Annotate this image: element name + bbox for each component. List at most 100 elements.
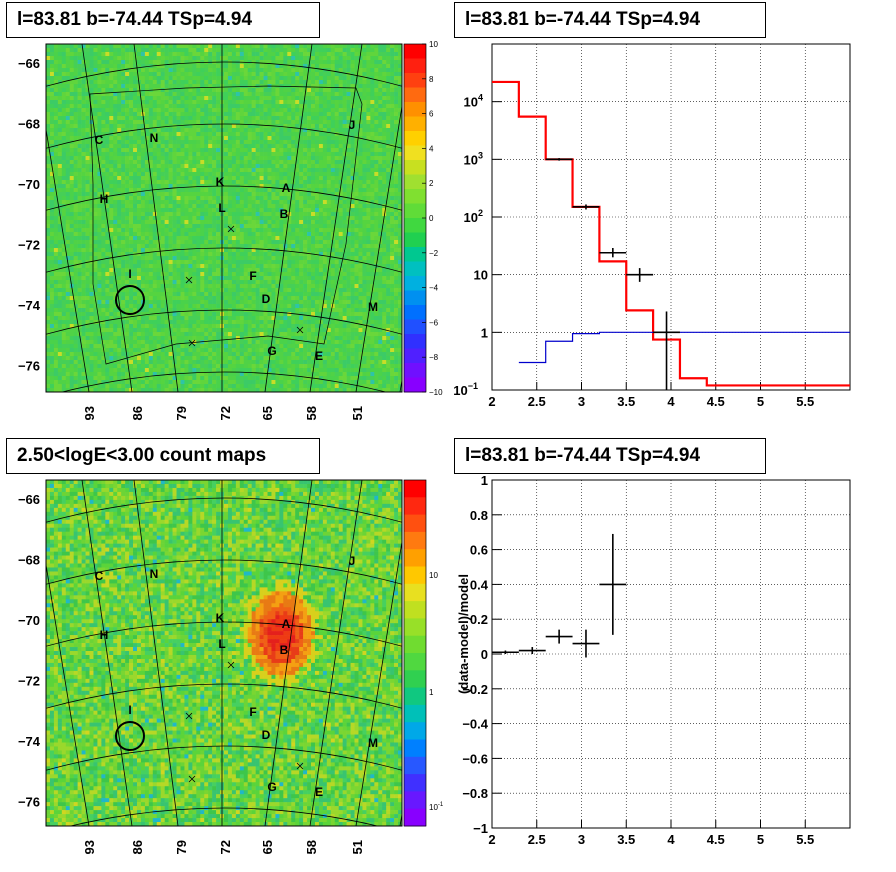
y-tick-label: 0.6 bbox=[470, 543, 488, 558]
colorbar-tick: −4 bbox=[429, 284, 439, 293]
x-tick-label: 3 bbox=[578, 394, 585, 409]
source-cross bbox=[227, 661, 235, 669]
y-tick-label: −72 bbox=[18, 238, 40, 253]
colorbar-frame bbox=[403, 479, 427, 827]
x-tick-label: 51 bbox=[350, 406, 365, 420]
y-tick-label: 102 bbox=[464, 208, 483, 225]
y-tick-label: 10 bbox=[474, 268, 488, 283]
y-tick-label: −74 bbox=[18, 734, 41, 749]
y-tick-label: −66 bbox=[18, 492, 40, 507]
y-tick-label: 1 bbox=[481, 325, 488, 340]
source-label-M: M bbox=[368, 736, 378, 750]
y-tick-label: 103 bbox=[464, 150, 483, 167]
x-tick-label: 58 bbox=[304, 840, 319, 854]
source-label-H: H bbox=[100, 192, 109, 206]
x-tick-label: 5 bbox=[757, 832, 764, 847]
source-label-L: L bbox=[218, 637, 225, 651]
y-tick-label: −68 bbox=[18, 117, 40, 132]
source-label-K: K bbox=[216, 175, 225, 189]
x-tick-label: 2.5 bbox=[528, 832, 546, 847]
x-tick-label: 3 bbox=[578, 832, 585, 847]
residual-plot: 2 2.5 3 3.5 4 4.5 5 5.5 1 0.8 0.6 0.4 0.2 0 −0.2 −0.4 −0… bbox=[456, 473, 851, 847]
map-frame bbox=[45, 43, 403, 393]
source-circle bbox=[115, 721, 145, 751]
source-cross bbox=[185, 712, 193, 720]
source-cross bbox=[185, 276, 193, 284]
x-tick-label: 51 bbox=[350, 840, 365, 854]
x-tick-label: 65 bbox=[260, 840, 275, 854]
x-tick-label: 86 bbox=[130, 406, 145, 420]
y-tick-label: 0.4 bbox=[470, 577, 489, 592]
series-line-1 bbox=[518, 331, 850, 364]
panel-title-tr: l=83.81 b=-74.44 TSp=4.94 bbox=[454, 2, 766, 38]
count-map: J C N K A H L B I FD M G E 93 86 79 72 65 58 51 −66 −68 −70 −72… bbox=[18, 479, 403, 854]
source-label-B: B bbox=[280, 207, 289, 221]
colorbar-tick: 8 bbox=[429, 75, 434, 84]
colorbar-tick: 1 bbox=[429, 688, 434, 697]
x-tick-label: 3.5 bbox=[617, 394, 635, 409]
source-label-A: A bbox=[282, 181, 291, 195]
source-label-N: N bbox=[150, 567, 159, 581]
source-label-I: I bbox=[128, 703, 131, 717]
y-tick-label: −1 bbox=[473, 821, 488, 836]
source-label-K: K bbox=[216, 611, 225, 625]
source-label-F: F bbox=[249, 269, 256, 283]
count-colorbar: 10 1 10-1 bbox=[403, 479, 444, 827]
x-tick-label: 93 bbox=[82, 840, 97, 854]
colorbar-tick: 4 bbox=[429, 144, 434, 153]
y-tick-label: −0.6 bbox=[462, 751, 488, 766]
panel-title-tl: l=83.81 b=-74.44 TSp=4.94 bbox=[6, 2, 320, 38]
y-tick-label: −0.8 bbox=[462, 786, 488, 801]
colorbar-tick: 10 bbox=[429, 571, 438, 580]
source-label-E: E bbox=[315, 785, 323, 799]
y-axis-label: (data-model)/model bbox=[456, 574, 471, 694]
source-label-B: B bbox=[280, 643, 289, 657]
x-tick-label: 79 bbox=[174, 406, 189, 420]
x-tick-label: 5.5 bbox=[796, 394, 814, 409]
x-tick-label: 72 bbox=[218, 406, 233, 420]
source-label-C: C bbox=[95, 569, 104, 583]
colorbar-tick: −10 bbox=[429, 388, 443, 397]
y-tick-label: −0.2 bbox=[462, 682, 488, 697]
x-tick-label: 4.5 bbox=[707, 394, 725, 409]
source-cross bbox=[227, 225, 235, 233]
y-tick-label: −76 bbox=[18, 795, 40, 810]
x-tick-label: 5 bbox=[757, 394, 764, 409]
graticule: J C N K A H L B I FD M G E bbox=[46, 44, 402, 392]
source-label-I: I bbox=[128, 267, 131, 281]
colorbar-tick: −2 bbox=[429, 249, 439, 258]
source-label-J: J bbox=[349, 118, 356, 132]
source-label-G: G bbox=[267, 780, 276, 794]
x-tick-label: 5.5 bbox=[796, 832, 814, 847]
source-circle bbox=[115, 285, 145, 315]
source-label-L: L bbox=[218, 201, 225, 215]
colorbar-tick: 2 bbox=[429, 179, 434, 188]
colorbar-tick: −8 bbox=[429, 353, 439, 362]
x-tick-label: 79 bbox=[174, 840, 189, 854]
source-label-C: C bbox=[95, 133, 104, 147]
y-tick-label: −66 bbox=[18, 56, 40, 71]
y-tick-label: 10−1 bbox=[453, 381, 478, 398]
x-tick-label: 3.5 bbox=[617, 832, 635, 847]
y-tick-label: −76 bbox=[18, 359, 40, 374]
y-tick-label: 0.8 bbox=[470, 508, 488, 523]
x-tick-label: 2 bbox=[488, 394, 495, 409]
x-tick-label: 4 bbox=[667, 832, 675, 847]
source-label-M: M bbox=[368, 300, 378, 314]
source-cross bbox=[296, 762, 304, 770]
y-tick-label: 104 bbox=[464, 93, 483, 110]
y-tick-label: −70 bbox=[18, 613, 40, 628]
significance-colorbar: 10 8 6 4 2 0 −2 −4 −6 −8 −10 bbox=[403, 40, 443, 397]
y-tick-label: −0.4 bbox=[462, 717, 488, 732]
x-tick-label: 58 bbox=[304, 406, 319, 420]
source-cross bbox=[296, 326, 304, 334]
x-tick-label: 93 bbox=[82, 406, 97, 420]
panel-title-bl: 2.50<logE<3.00 count maps bbox=[6, 438, 320, 474]
x-tick-label: 4.5 bbox=[707, 832, 725, 847]
source-label-D: D bbox=[262, 728, 271, 742]
source-label-F: F bbox=[249, 705, 256, 719]
source-cross bbox=[188, 775, 196, 783]
source-label-E: E bbox=[315, 349, 323, 363]
significance-map: J C N K A H L B I FD M G E 93 86 79 72 65 58 51 −66 −68 −70 −72… bbox=[18, 43, 403, 420]
